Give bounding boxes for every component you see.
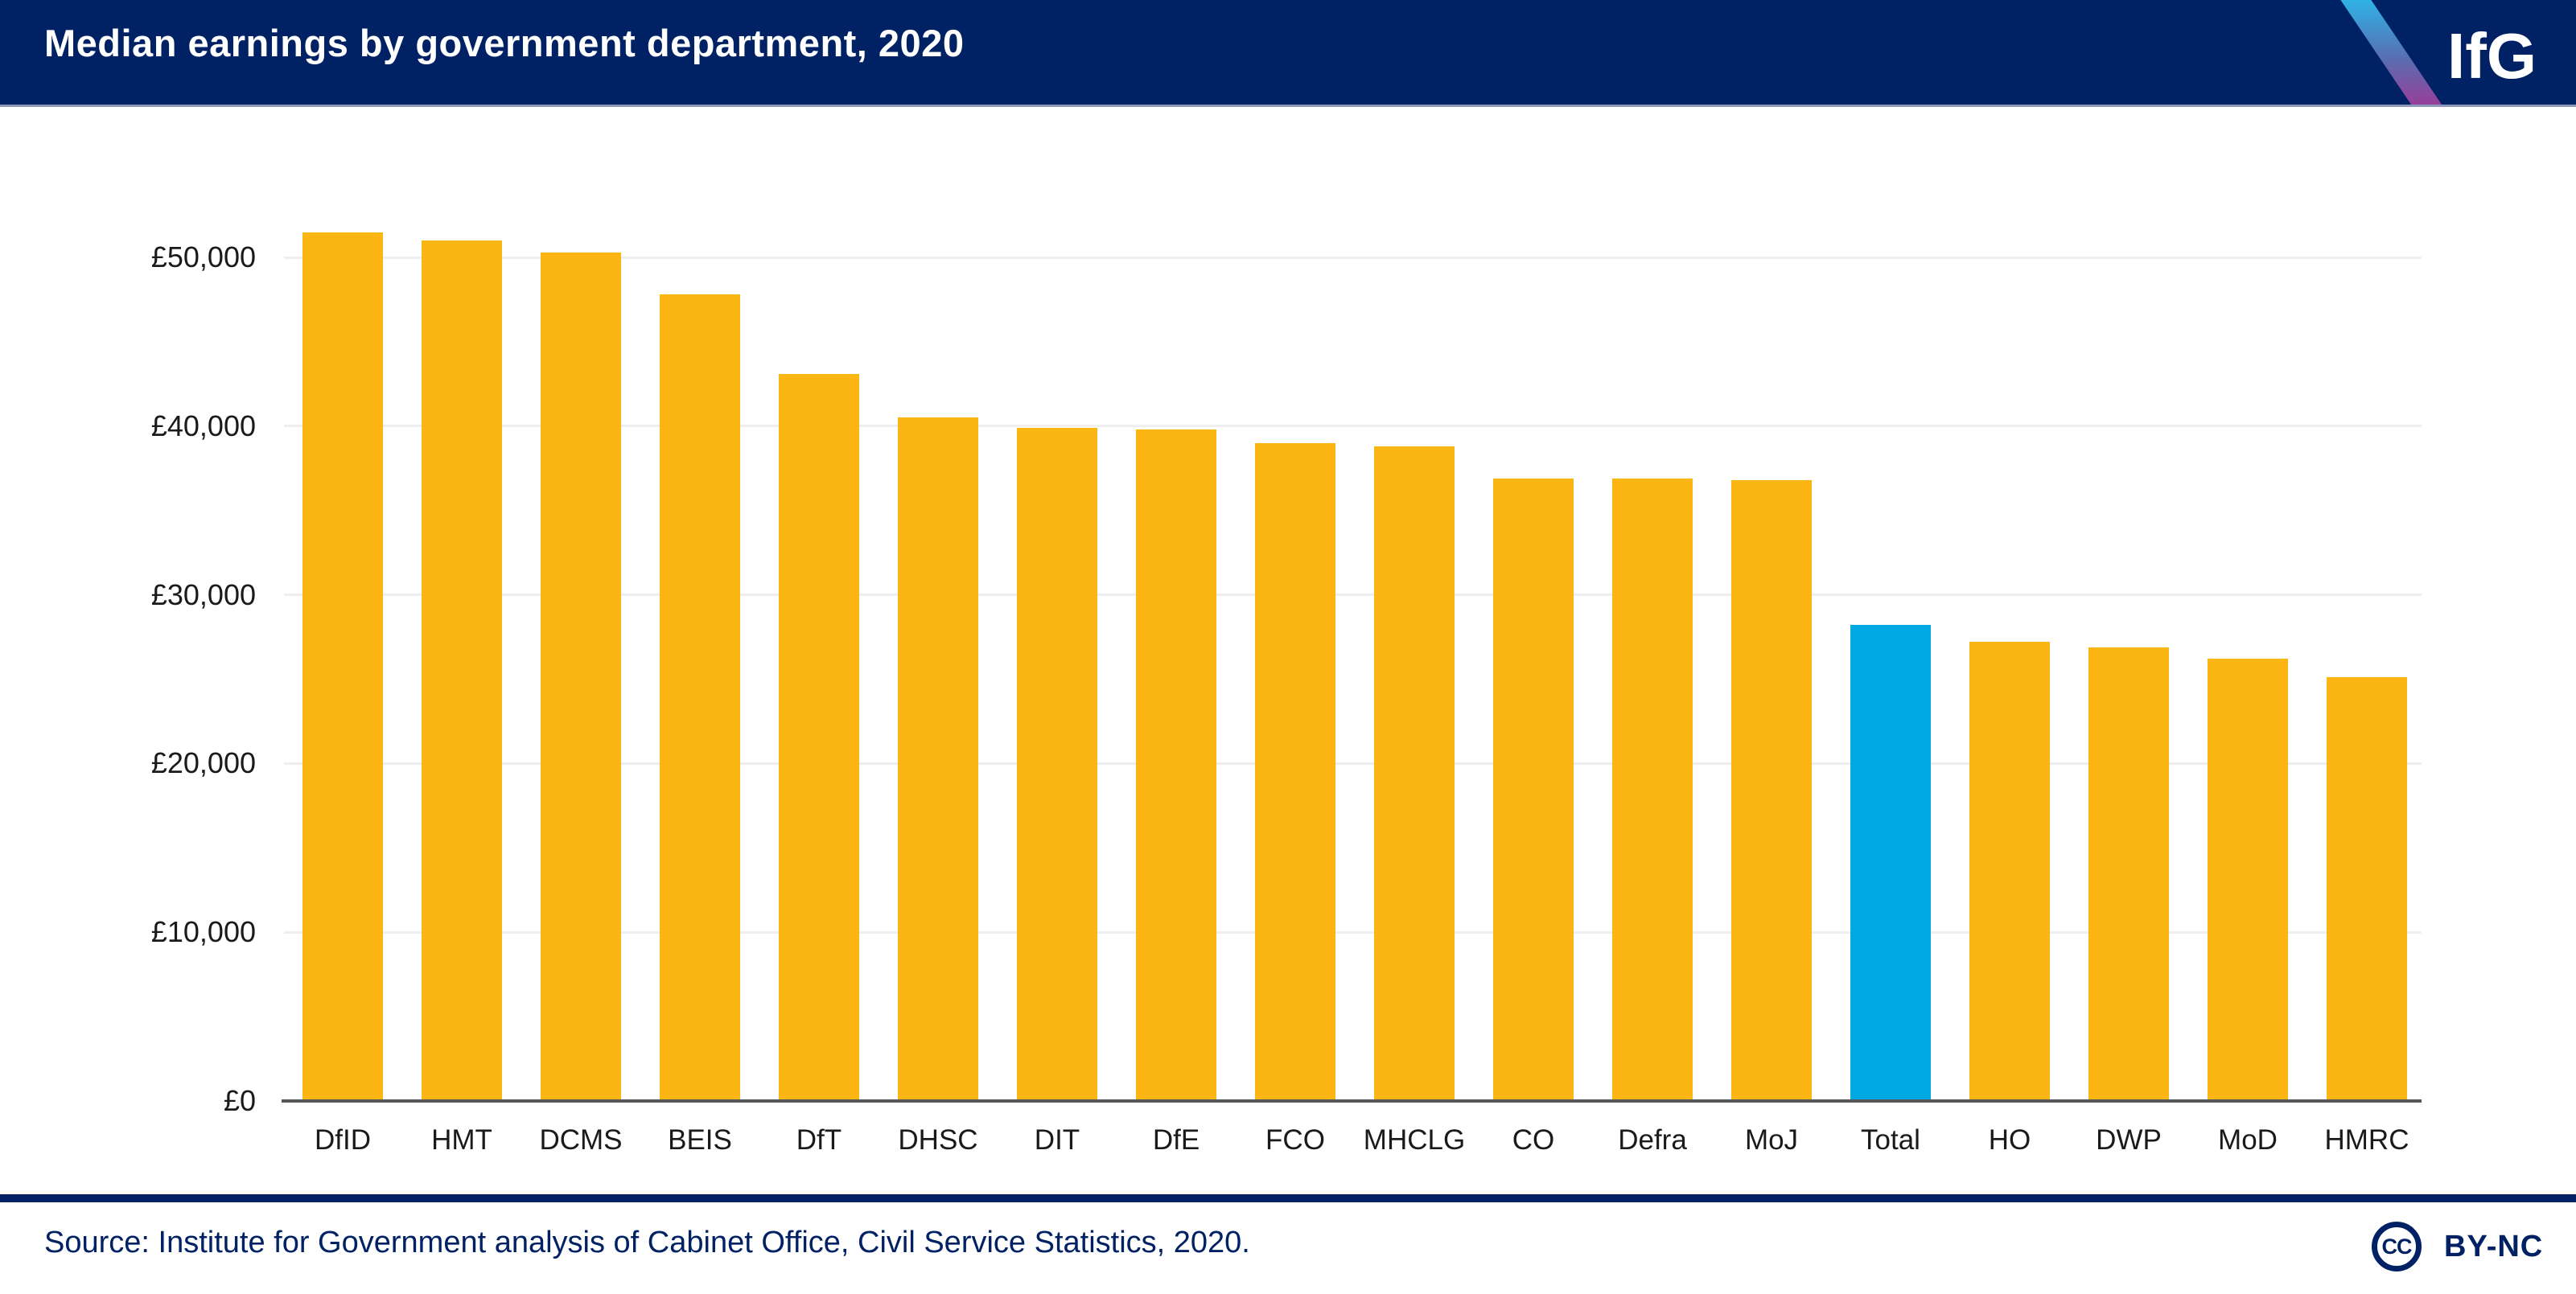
- x-tick-label: Total: [1861, 1124, 1920, 1156]
- x-tick-label: BEIS: [668, 1124, 732, 1156]
- bar-FCO: [1255, 442, 1335, 1101]
- bar-DWP: [2088, 647, 2169, 1101]
- bar-DHSC: [898, 417, 978, 1101]
- y-tick-label: £40,000: [150, 409, 256, 442]
- bar-MoJ: [1731, 479, 1812, 1101]
- y-tick-label: £30,000: [150, 577, 256, 611]
- bar-DIT: [1017, 427, 1097, 1101]
- y-tick-label: £10,000: [150, 915, 256, 949]
- x-tick-label: DfT: [796, 1124, 842, 1156]
- gridline: [284, 256, 2422, 259]
- bar-CO: [1493, 478, 1574, 1101]
- cc-license-badge: CC BY-NC: [2372, 1221, 2543, 1272]
- x-tick-label: DCMS: [539, 1124, 623, 1156]
- x-tick-label: MoD: [2218, 1124, 2278, 1156]
- gridline: [284, 425, 2422, 428]
- bar-HMT: [422, 240, 502, 1101]
- y-tick-label: £20,000: [150, 746, 256, 780]
- x-tick-label: HMT: [431, 1124, 492, 1156]
- ifg-logo-text: IfG: [2447, 20, 2537, 92]
- footer-divider: [0, 1194, 2576, 1202]
- y-tick-label: £0: [223, 1084, 256, 1117]
- x-tick-label: DfE: [1152, 1124, 1200, 1156]
- bar-Total: [1850, 625, 1931, 1101]
- x-tick-label: DfID: [315, 1124, 371, 1156]
- x-tick-label: CO: [1512, 1124, 1555, 1156]
- x-tick-label: HMRC: [2324, 1124, 2409, 1156]
- bar-DCMS: [541, 252, 621, 1101]
- bar-DfE: [1136, 429, 1216, 1101]
- bar-HO: [1969, 642, 2050, 1101]
- cc-license-label: BY-NC: [2444, 1229, 2544, 1263]
- chart-title: Median earnings by government department…: [44, 22, 965, 64]
- x-axis-line: [282, 1099, 2422, 1103]
- gridline: [284, 930, 2422, 934]
- x-tick-label: MHCLG: [1363, 1124, 1466, 1156]
- x-tick-label: HO: [1988, 1124, 2031, 1156]
- x-tick-label: DIT: [1034, 1124, 1080, 1156]
- bar-DfID: [302, 232, 383, 1101]
- bar-MHCLG: [1374, 446, 1455, 1101]
- bar-BEIS: [660, 294, 740, 1101]
- x-tick-label: MoJ: [1744, 1124, 1799, 1156]
- x-tick-label: DWP: [2096, 1124, 2162, 1156]
- gridline: [284, 762, 2422, 765]
- bar-HMRC: [2327, 677, 2407, 1101]
- gridline: [284, 594, 2422, 597]
- bar-Defra: [1612, 478, 1693, 1101]
- bar-MoD: [2208, 659, 2288, 1101]
- x-tick-label: FCO: [1265, 1124, 1325, 1156]
- x-tick-label: DHSC: [898, 1124, 978, 1156]
- y-tick-label: £50,000: [150, 240, 256, 273]
- source-text: Source: Institute for Government analysi…: [44, 1226, 1250, 1259]
- x-tick-label: Defra: [1618, 1124, 1687, 1156]
- header-bar: Median earnings by government department…: [0, 0, 2576, 107]
- bar-DfT: [779, 373, 859, 1101]
- creative-commons-icon: CC: [2372, 1222, 2422, 1271]
